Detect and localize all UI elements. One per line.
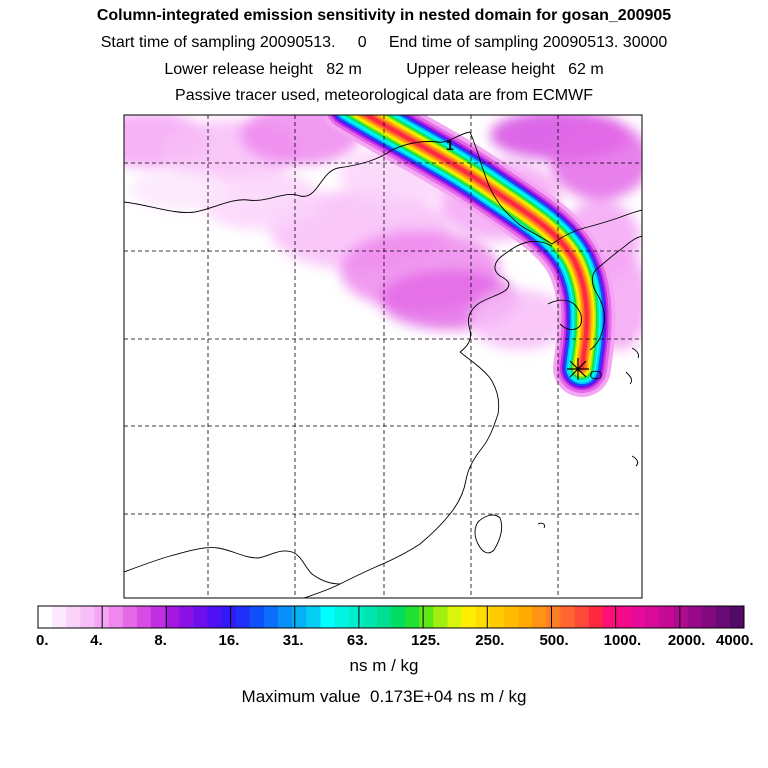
colorbar-cell	[362, 606, 378, 628]
colorbar-cell	[715, 606, 731, 628]
colorbar-cell	[320, 606, 335, 628]
colorbar-cell	[193, 606, 208, 628]
colorbar-cell	[179, 606, 194, 628]
colorbar-cell	[221, 606, 237, 628]
map-frame	[123, 114, 643, 599]
colorbar-tick-label: 4.	[90, 632, 103, 649]
chart-title: Column-integrated emission sensitivity i…	[96, 7, 672, 24]
sensitivity-blob	[240, 115, 360, 165]
plume	[323, 115, 616, 397]
colorbar-cell	[645, 606, 660, 628]
colorbar-cell	[659, 606, 674, 628]
colorbar-cell	[306, 606, 321, 628]
colorbar-tick-label: 4000.	[716, 632, 754, 649]
colorbar-cell	[80, 606, 95, 628]
colorbar-cell	[518, 606, 533, 628]
colorbar-tick-label: 1000.	[604, 632, 642, 649]
colorbar-cell	[631, 606, 646, 628]
sensitivity-blob	[470, 290, 570, 350]
sensitivity-blob	[550, 120, 642, 200]
maximum-value-text: Maximum value 0.173E+04 ns m / kg	[241, 687, 527, 706]
colorbar-cell	[122, 606, 138, 628]
colorbar-frame	[37, 605, 745, 629]
colorbar-cell	[52, 606, 67, 628]
colorbar-cell	[263, 606, 279, 628]
colorbar-cell	[278, 606, 293, 628]
colorbar-cell	[560, 606, 575, 628]
colorbar-tick-label: 250.	[475, 632, 504, 649]
colorbar-cell	[546, 606, 561, 628]
colorbar-cell	[66, 606, 81, 628]
colorbar-labels: 0. 4. 8. 16. 31. 63. 125. 250. 500. 1000. 2000. 400…	[36, 632, 754, 649]
grid-lines	[124, 115, 642, 598]
map-area: 1	[124, 115, 642, 598]
colorbar-cell	[729, 606, 745, 628]
sensitivity-blob	[130, 170, 230, 210]
colorbar-tick-label: 0.	[36, 632, 49, 649]
colorbar-tick-label: 500.	[539, 632, 568, 649]
colorbar-tick-label: 16.	[219, 632, 240, 649]
colorbar-cell	[376, 606, 392, 628]
sampling-time-line: Start time of sampling 20090513. 0 End t…	[100, 34, 668, 51]
colorbar-units: ns m / kg	[349, 656, 419, 675]
colorbar-cell	[235, 606, 251, 628]
colorbar-cell	[673, 606, 688, 628]
colorbar-cell	[348, 606, 364, 628]
colorbar-cell	[687, 606, 703, 628]
colorbar-cell	[447, 606, 462, 628]
colorbar-cell	[405, 606, 420, 628]
colorbar-cell	[475, 606, 491, 628]
colorbar-cell	[292, 606, 307, 628]
colorbar-cell	[503, 606, 519, 628]
colorbar	[37, 605, 745, 629]
colorbar-cell	[165, 606, 180, 628]
colorbar-cell	[249, 606, 265, 628]
colorbar-cell	[461, 606, 477, 628]
colorbar-tick-label: 63.	[347, 632, 368, 649]
colorbar-cell	[391, 606, 406, 628]
colorbar-cell	[701, 606, 717, 628]
release-site-marker	[567, 358, 589, 380]
colorbar-cell	[207, 606, 222, 628]
colorbar-cell	[38, 606, 53, 628]
colorbar-cell	[433, 606, 448, 628]
plume-band	[362, 115, 589, 370]
coastlines	[124, 131, 642, 598]
colorbar-tick-label: 2000.	[668, 632, 706, 649]
colorbar-cell	[334, 606, 350, 628]
colorbar-cell	[616, 606, 632, 628]
colorbar-cell	[136, 606, 152, 628]
colorbar-cell	[588, 606, 604, 628]
plume-label: 1	[446, 137, 454, 153]
colorbar-cell	[419, 606, 434, 628]
colorbar-cell	[108, 606, 124, 628]
colorbar-cell	[574, 606, 590, 628]
colorbar-tick-label: 8.	[154, 632, 167, 649]
colorbar-cell	[602, 606, 618, 628]
release-height-line: Lower release height 82 m Upper release …	[164, 61, 604, 78]
colorbar-tick-label: 31.	[283, 632, 304, 649]
colorbar-tick-label: 125.	[411, 632, 440, 649]
colorbar-cell	[489, 606, 505, 628]
tracer-info-line: Passive tracer used, meteorological data…	[175, 87, 593, 104]
colorbar-cell	[532, 606, 547, 628]
colorbar-cell	[150, 606, 166, 628]
